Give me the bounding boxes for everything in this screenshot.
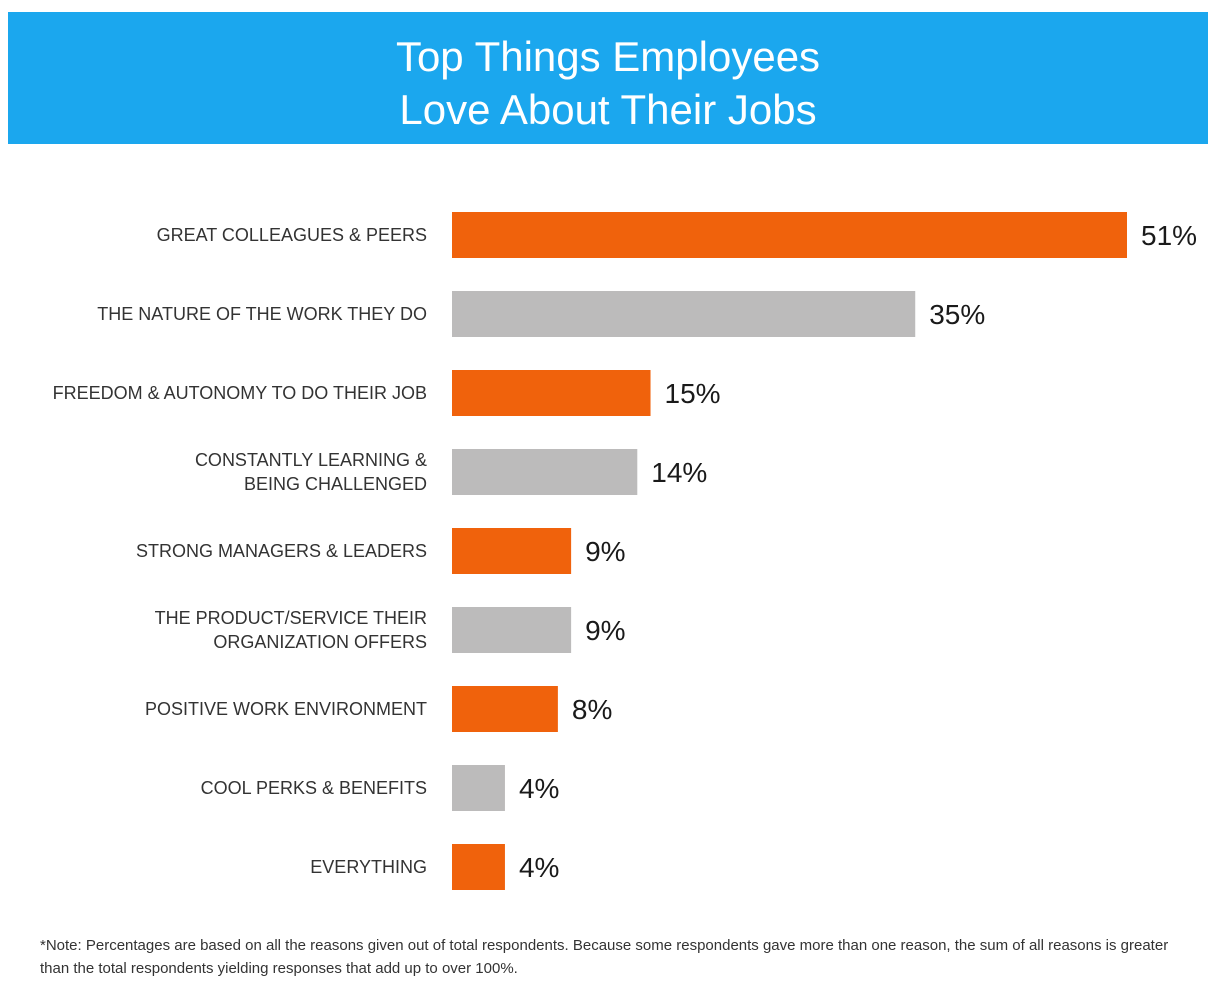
category-label-line: BEING CHALLENGED — [244, 474, 427, 494]
category-label-line: EVERYTHING — [310, 857, 427, 877]
chart-title: Top Things Employees Love About Their Jo… — [8, 30, 1208, 136]
value-label-2: 15% — [665, 378, 721, 409]
title-line-2: Love About Their Jobs — [399, 86, 817, 133]
value-label-3: 14% — [651, 457, 707, 488]
value-label-8: 4% — [519, 852, 559, 883]
bar-1 — [452, 291, 916, 337]
footnote: *Note: Percentages are based on all the … — [40, 937, 1169, 977]
category-label-0: GREAT COLLEAGUES & PEERS — [157, 225, 427, 245]
bar-4 — [452, 528, 572, 574]
value-label-0: 51% — [1141, 220, 1197, 251]
value-label-7: 4% — [519, 773, 559, 804]
category-label-line: CONSTANTLY LEARNING & — [195, 450, 427, 470]
value-label-6: 8% — [572, 694, 612, 725]
category-label-line: ORGANIZATION OFFERS — [213, 632, 427, 652]
value-label-1: 35% — [929, 299, 985, 330]
category-label-line: STRONG MANAGERS & LEADERS — [136, 541, 427, 561]
bar-0 — [452, 212, 1127, 258]
title-line-1: Top Things Employees — [395, 33, 821, 80]
category-label-5: THE PRODUCT/SERVICE THEIR ORGANIZATION OF… — [155, 608, 427, 652]
category-label-line: COOL PERKS & BENEFITS — [201, 778, 427, 798]
category-label-line: THE NATURE OF THE WORK THEY DO — [97, 304, 427, 324]
category-label-4: STRONG MANAGERS & LEADERS — [136, 541, 427, 561]
category-label-3: CONSTANTLY LEARNING & BEING CHALLENGED — [195, 450, 427, 494]
bar-7 — [452, 765, 505, 811]
category-label-2: FREEDOM & AUTONOMY TO DO THEIR JOB — [53, 383, 427, 403]
bar-3 — [452, 449, 638, 495]
bar-8 — [452, 844, 505, 890]
category-label-1: THE NATURE OF THE WORK THEY DO — [97, 304, 427, 324]
bar-6 — [452, 686, 558, 732]
bar-5 — [452, 607, 572, 653]
category-label-line: THE PRODUCT/SERVICE THEIR — [155, 608, 427, 628]
bar-2 — [452, 370, 651, 416]
category-label-line: POSITIVE WORK ENVIRONMENT — [145, 699, 427, 719]
category-label-8: EVERYTHING — [310, 857, 427, 877]
category-label-line: GREAT COLLEAGUES & PEERS — [157, 225, 427, 245]
chart-header: Top Things Employees Love About Their Jo… — [8, 12, 1208, 144]
value-label-4: 9% — [585, 536, 625, 567]
value-label-5: 9% — [585, 615, 625, 646]
category-label-line: FREEDOM & AUTONOMY TO DO THEIR JOB — [53, 383, 427, 403]
category-label-7: COOL PERKS & BENEFITS — [201, 778, 427, 798]
category-label-6: POSITIVE WORK ENVIRONMENT — [145, 699, 427, 719]
